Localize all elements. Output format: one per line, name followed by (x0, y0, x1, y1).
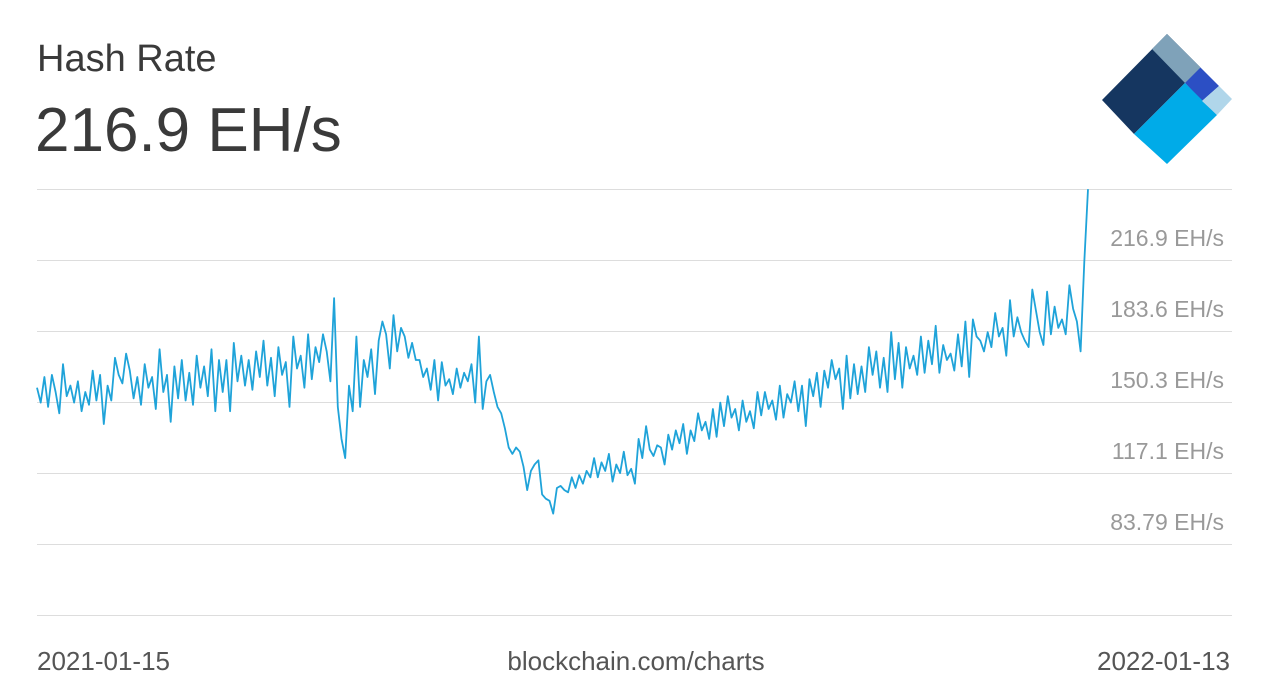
logo-tile-grey (1152, 34, 1201, 83)
x-axis-end-date: 2022-01-13 (1097, 646, 1230, 676)
y-tick-label: 83.79 EH/s (1110, 509, 1224, 535)
logo-tile-pale (1202, 86, 1232, 115)
current-hash-rate-value: 216.9 EH/s (35, 96, 342, 165)
y-tick-label: 150.3 EH/s (1110, 367, 1224, 393)
x-axis-start-date: 2021-01-15 (37, 646, 170, 676)
hash-rate-series-line (36, 189, 1089, 515)
y-tick-label: 117.1 EH/s (1112, 438, 1224, 464)
logo-tile-cyan (1134, 83, 1217, 164)
logo-tile-blue (1185, 67, 1219, 101)
chart-title: Hash Rate (37, 38, 217, 80)
y-tick-label: 183.6 EH/s (1110, 296, 1224, 322)
y-tick-label: 216.9 EH/s (1110, 225, 1224, 251)
source-label: blockchain.com/charts (507, 646, 765, 676)
blockchain-logo-icon (1102, 34, 1232, 164)
